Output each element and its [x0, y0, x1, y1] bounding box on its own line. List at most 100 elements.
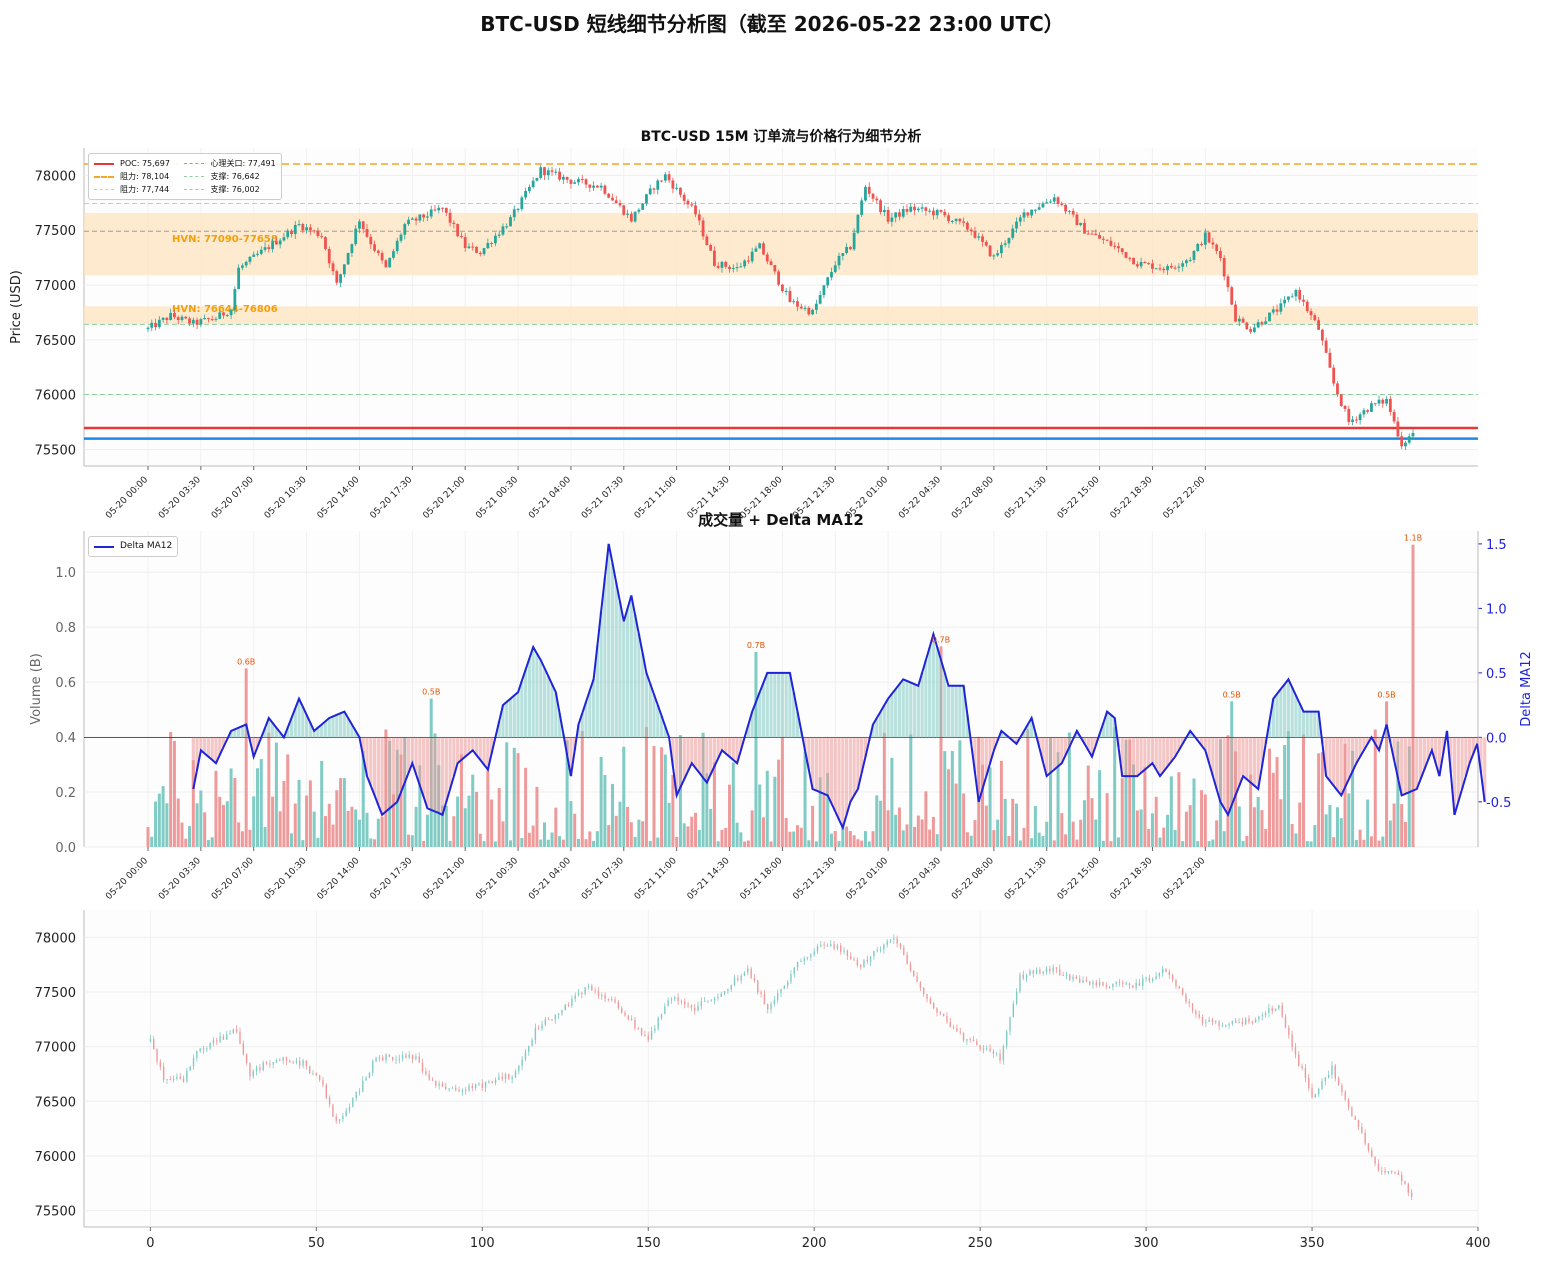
index-candle-body	[1304, 1068, 1307, 1078]
index-candle-body	[494, 1079, 497, 1083]
volume-bar	[724, 827, 728, 847]
index-candle-body	[986, 1048, 988, 1050]
candle-body	[1139, 262, 1143, 267]
volume-bar	[1128, 739, 1132, 847]
index-candle-body	[551, 1019, 553, 1021]
volume-bar	[425, 814, 429, 847]
candle-body	[1283, 299, 1287, 304]
index-candle-body	[216, 1040, 218, 1042]
volume-bar	[950, 751, 954, 847]
index-candle-body	[760, 992, 762, 994]
index-candle-body	[1185, 994, 1187, 1002]
volume-bar	[331, 824, 335, 847]
index-candle-body	[783, 985, 786, 989]
index-candle-body	[1085, 980, 1088, 982]
index-x-tick-label: 300	[1134, 1236, 1159, 1251]
index-candle-body	[1344, 1092, 1346, 1100]
volume-bar	[1079, 819, 1083, 847]
candle-body	[573, 182, 577, 184]
index-candle-body	[461, 1089, 464, 1092]
candle-body	[826, 277, 830, 286]
candle-body	[339, 274, 342, 283]
index-candle-body	[614, 999, 616, 1002]
candle-body	[765, 254, 769, 262]
volume-bar	[267, 732, 271, 847]
volume-bar	[1351, 750, 1355, 847]
candle-body	[1101, 238, 1105, 240]
candle-body	[811, 309, 814, 315]
candle-body	[777, 271, 781, 285]
volume-bar	[780, 737, 784, 847]
volume-bar	[361, 750, 365, 847]
volume-bar	[603, 775, 607, 847]
volume-bar	[1090, 798, 1094, 847]
candle-body	[909, 206, 913, 212]
index-candle-body	[279, 1060, 281, 1062]
legend-item-delta: Delta MA12	[94, 540, 172, 553]
candle-body	[762, 243, 765, 255]
candle-body	[622, 205, 626, 215]
candle-body	[191, 319, 195, 324]
candle-body	[1022, 212, 1026, 218]
index-candle-body	[604, 994, 606, 999]
candle-body	[550, 170, 554, 172]
volume-bar	[641, 821, 645, 847]
volume-bar	[686, 826, 690, 847]
index-candle-body	[518, 1065, 520, 1072]
candle-body	[860, 200, 864, 215]
volume-bar	[852, 835, 856, 847]
index-candle-body	[547, 1019, 550, 1021]
candle-body	[452, 222, 456, 225]
candle-body	[169, 312, 173, 321]
candle-body	[271, 241, 275, 250]
candle-body	[845, 246, 848, 254]
volume-bar	[1169, 776, 1173, 847]
index-candle-body	[458, 1089, 460, 1092]
candle-body	[1162, 268, 1166, 271]
candle-body	[1041, 203, 1045, 208]
candle-body	[437, 207, 441, 211]
index-candle-body	[325, 1084, 327, 1098]
volume-bar	[157, 793, 161, 847]
index-candle-body	[836, 945, 839, 949]
index-candle-body	[425, 1071, 427, 1075]
candle-body	[373, 244, 376, 251]
index-candle-body	[800, 961, 802, 963]
candle-body	[996, 253, 1000, 256]
volume-bar	[505, 742, 509, 847]
hvn-zone	[84, 306, 1478, 325]
candle-body	[286, 230, 290, 238]
candle-body	[1256, 322, 1260, 328]
volume-bar	[652, 746, 656, 847]
candle-body	[214, 318, 218, 320]
index-candle-body	[491, 1081, 493, 1083]
volume-bar	[886, 810, 890, 847]
index-x-tick-label: 50	[308, 1236, 325, 1251]
candle-body	[916, 208, 920, 211]
candle-body	[592, 185, 595, 188]
index-candle-body	[561, 1009, 563, 1014]
hvn-zone-label: HVN: 77090-77658	[172, 234, 278, 245]
candle-body	[1392, 411, 1396, 422]
candle-body	[992, 255, 996, 257]
index-candle-body	[524, 1051, 527, 1060]
volume-bar	[1256, 796, 1260, 847]
index-candle-body	[365, 1077, 367, 1081]
volume-bar	[1309, 841, 1313, 847]
volume-bar	[860, 840, 864, 847]
index-candle-body	[750, 968, 752, 978]
volume-bar	[531, 825, 535, 847]
candle-body	[1298, 290, 1302, 300]
candle-body	[1003, 243, 1007, 245]
index-candle-body	[554, 1015, 557, 1020]
volume-bar	[512, 747, 516, 847]
volume-bar	[546, 839, 550, 847]
volume-bar	[1237, 806, 1241, 847]
index-candle-body	[166, 1079, 168, 1081]
index-candle-body	[206, 1048, 208, 1050]
index-candle-body	[1175, 980, 1177, 987]
index-candle-body	[713, 997, 716, 1001]
volume-bar	[599, 756, 603, 847]
index-candle-body	[375, 1057, 377, 1062]
candle-body	[486, 242, 490, 249]
